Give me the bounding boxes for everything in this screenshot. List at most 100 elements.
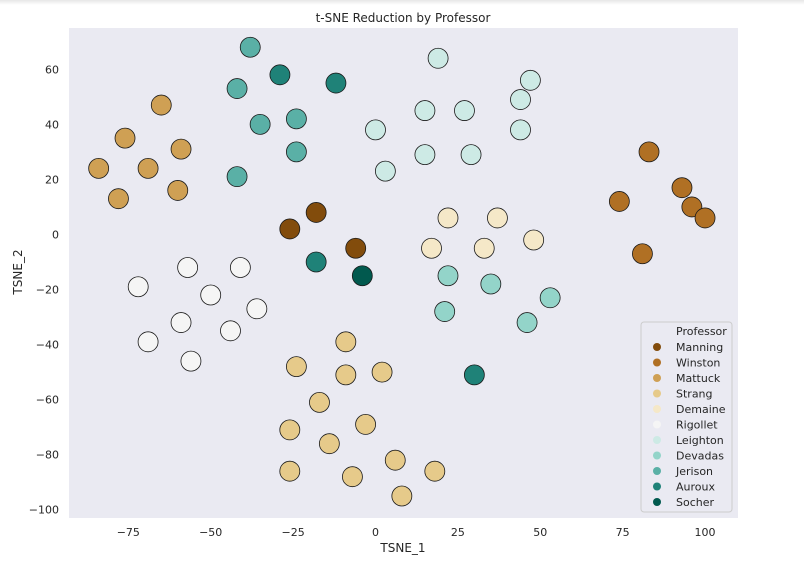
data-point-strang — [384, 449, 406, 471]
data-point-demaine — [523, 229, 545, 251]
data-point-mattuck — [114, 127, 136, 149]
data-point-jerison — [285, 108, 307, 130]
legend-label-auroux: Auroux — [676, 481, 715, 494]
y-tick-label: 0 — [52, 228, 59, 241]
data-point-mattuck — [167, 180, 189, 201]
data-point-strang — [279, 460, 301, 482]
data-point-manning — [279, 218, 301, 240]
legend-marker-auroux — [653, 482, 661, 491]
data-point-demaine — [421, 237, 442, 259]
data-point-leighton — [510, 119, 531, 141]
legend-label-rigollet: Rigollet — [676, 419, 718, 432]
y-tick-label: 20 — [45, 173, 59, 186]
data-point-rigollet — [200, 284, 222, 306]
data-points — [88, 36, 716, 507]
data-point-demaine — [437, 207, 459, 229]
data-point-leighton — [427, 47, 449, 69]
legend-label-manning: Manning — [676, 341, 723, 354]
x-axis-ticks: −75 −50 −25 0 25 50 75 100 — [117, 526, 716, 539]
data-point-demaine — [487, 207, 508, 229]
legend-marker-winston — [653, 358, 661, 367]
data-point-strang — [371, 361, 393, 383]
data-point-jerison — [285, 141, 307, 163]
x-tick-label: −75 — [117, 526, 140, 539]
y-tick-label: −80 — [36, 449, 59, 462]
data-point-devadas — [437, 265, 459, 287]
y-axis-ticks: −100 −80 −60 −40 −20 0 20 40 60 — [29, 63, 59, 516]
y-tick-label: −20 — [36, 284, 59, 297]
legend-marker-strang — [653, 389, 661, 398]
data-point-mattuck — [88, 157, 110, 179]
data-point-leighton — [414, 100, 436, 121]
data-point-devadas — [480, 273, 502, 295]
legend-label-strang: Strang — [676, 388, 713, 401]
data-point-winston — [608, 191, 630, 212]
data-point-demaine — [473, 237, 495, 259]
legend-marker-socher — [653, 498, 661, 506]
data-point-leighton — [414, 144, 436, 166]
legend-box — [640, 321, 733, 513]
y-tick-label: −40 — [36, 339, 59, 352]
legend-title: Professor — [676, 325, 727, 338]
data-point-manning — [345, 237, 367, 259]
data-point-leighton — [510, 89, 531, 110]
legend-label-demaine: Demaine — [676, 403, 726, 416]
data-point-jerison — [226, 166, 248, 188]
data-point-mattuck — [170, 138, 192, 160]
y-tick-label: −100 — [29, 504, 59, 517]
data-point-strang — [318, 433, 340, 455]
legend-marker-rigollet — [653, 420, 661, 429]
data-point-rigollet — [127, 276, 149, 298]
legend-label-devadas: Devadas — [676, 450, 724, 463]
legend: Professor Manning Winston Mattuck Strang Dem… — [640, 321, 733, 513]
data-point-jerison — [239, 36, 261, 58]
x-axis-title: TSNE_1 — [379, 541, 425, 555]
x-tick-label: 0 — [372, 526, 379, 539]
data-point-rigollet — [229, 257, 251, 278]
legend-marker-demaine — [653, 405, 661, 413]
data-point-auroux — [463, 364, 485, 386]
data-point-strang — [309, 391, 330, 413]
data-point-winston — [632, 243, 653, 265]
x-tick-label: 100 — [695, 526, 716, 539]
top-edge-shadow — [0, 0, 804, 5]
data-point-rigollet — [137, 331, 159, 353]
legend-marker-jerison — [653, 467, 661, 475]
x-tick-label: 75 — [616, 526, 630, 539]
data-point-winston — [694, 207, 716, 229]
data-point-rigollet — [220, 320, 241, 342]
legend-label-mattuck: Mattuck — [676, 372, 721, 385]
legend-marker-manning — [653, 343, 661, 351]
data-point-socher — [351, 265, 373, 287]
data-point-mattuck — [108, 188, 129, 210]
data-point-auroux — [269, 64, 291, 86]
data-point-winston — [671, 177, 693, 199]
data-point-strang — [355, 414, 377, 435]
data-point-mattuck — [137, 157, 159, 179]
data-point-strang — [279, 419, 301, 441]
data-point-devadas — [516, 312, 538, 333]
data-point-strang — [391, 485, 413, 507]
x-tick-label: −50 — [199, 526, 222, 539]
data-point-winston — [638, 141, 660, 163]
data-point-rigollet — [246, 298, 268, 320]
data-point-strang — [335, 331, 357, 353]
y-tick-label: 60 — [45, 63, 59, 76]
data-point-strang — [424, 460, 446, 482]
x-tick-label: 50 — [533, 526, 547, 539]
data-point-strang — [342, 466, 363, 488]
data-point-auroux — [325, 72, 347, 94]
y-tick-label: 40 — [45, 118, 59, 131]
y-axis-title: TSNE_2 — [11, 249, 25, 295]
legend-marker-devadas — [653, 451, 661, 460]
data-point-strang — [285, 356, 307, 377]
legend-marker-mattuck — [653, 374, 661, 382]
data-point-rigollet — [177, 257, 199, 278]
data-point-devadas — [434, 301, 456, 322]
data-point-rigollet — [180, 350, 202, 372]
data-point-jerison — [226, 78, 248, 99]
legend-label-jerison: Jerison — [675, 465, 713, 478]
y-tick-label: −60 — [36, 394, 59, 407]
x-tick-label: 25 — [451, 526, 465, 539]
